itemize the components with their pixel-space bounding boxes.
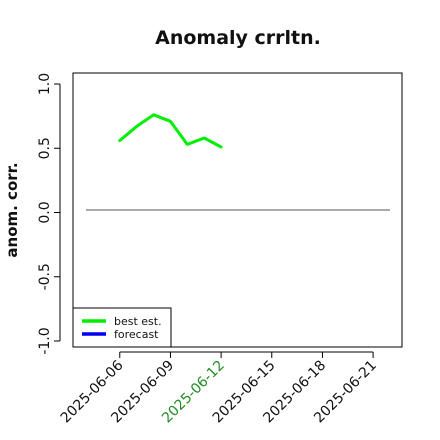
y-tick-label: -0.5	[37, 263, 53, 290]
legend-label-best-est: best est.	[114, 315, 162, 328]
legend-label-forecast: forecast	[114, 328, 159, 341]
series-layer	[118, 113, 223, 149]
legend: best est. forecast	[72, 307, 172, 348]
y-axis-label: anom. corr.	[3, 162, 21, 257]
y-tick-label: -1.0	[37, 327, 53, 354]
x-axis: 2025-06-062025-06-092025-06-122025-06-15…	[58, 351, 380, 426]
y-tick-label: 0.5	[37, 137, 53, 159]
y-tick-label: 0.0	[37, 201, 53, 223]
series-line-best-est	[118, 113, 223, 149]
y-tick-label: 1.0	[37, 73, 53, 95]
chart-title: Anomaly crrltn.	[155, 27, 321, 49]
legend-box	[72, 307, 172, 348]
plot-area-frame	[72, 72, 403, 348]
y-axis: -1.0 -0.5 0.0 0.5 1.0	[37, 73, 61, 355]
